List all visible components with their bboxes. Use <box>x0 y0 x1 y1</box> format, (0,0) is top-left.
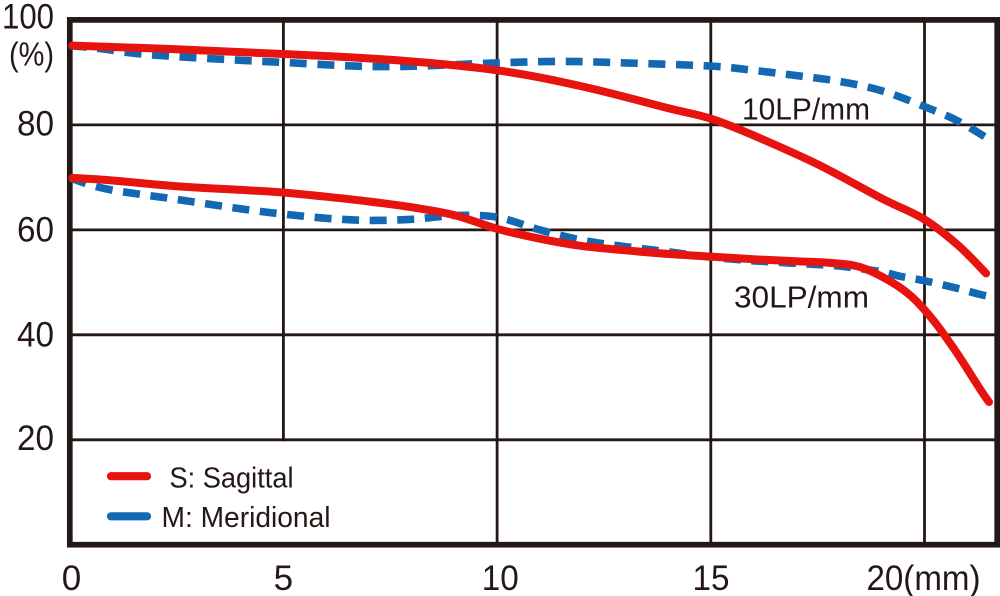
svg-text:(%): (%) <box>9 36 54 73</box>
svg-text:0: 0 <box>62 559 81 596</box>
svg-text:40: 40 <box>17 315 54 354</box>
svg-text:60: 60 <box>17 211 54 250</box>
svg-text:20: 20 <box>17 419 54 458</box>
svg-text:15: 15 <box>693 559 730 596</box>
svg-text:100: 100 <box>2 0 54 37</box>
svg-text:30LP/mm: 30LP/mm <box>734 280 869 314</box>
svg-text:M: Meridional: M: Meridional <box>162 502 331 534</box>
svg-text:S: Sagittal: S: Sagittal <box>170 462 294 494</box>
svg-text:5: 5 <box>274 559 293 596</box>
svg-text:10: 10 <box>482 559 519 596</box>
svg-text:80: 80 <box>17 104 54 143</box>
svg-text:10LP/mm: 10LP/mm <box>742 93 870 127</box>
svg-text:20(mm): 20(mm) <box>867 559 981 596</box>
